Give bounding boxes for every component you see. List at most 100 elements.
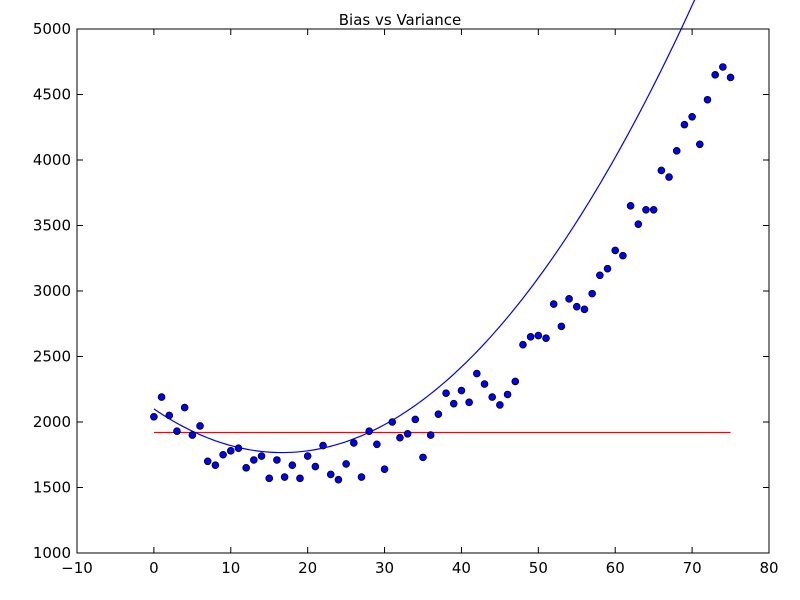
data-point	[649, 205, 658, 214]
data-point	[319, 441, 327, 450]
data-point	[473, 369, 481, 378]
y-tick-label: 4500	[33, 86, 71, 104]
data-point	[342, 460, 350, 468]
data-point	[396, 433, 404, 442]
plot-frame	[76, 28, 770, 554]
data-point	[580, 305, 589, 314]
data-point	[719, 63, 727, 71]
chart-title: Bias vs Variance	[339, 11, 462, 29]
x-tick-label: 80	[759, 559, 778, 577]
y-tick-label: 3000	[33, 282, 71, 300]
data-point	[349, 439, 358, 447]
data-point	[334, 475, 343, 484]
data-point	[273, 456, 281, 464]
y-tick-label: 1500	[33, 479, 71, 497]
x-tick-label: 50	[529, 559, 548, 577]
data-point	[226, 447, 235, 455]
y-tick-label: 2000	[33, 413, 71, 431]
axes: −10 0 10 20 30 40 50 60 70 80 1000 1500 2000 2500 3000…	[33, 20, 779, 577]
data-point	[434, 410, 443, 418]
x-tick-label: −10	[61, 559, 93, 577]
data-point	[219, 450, 227, 459]
data-point	[634, 220, 643, 228]
fit-line	[153, 0, 696, 454]
data-point	[403, 429, 412, 438]
data-point	[680, 120, 689, 129]
data-point	[242, 464, 250, 472]
data-point	[695, 140, 704, 149]
data-point	[565, 295, 573, 303]
data-point	[480, 380, 489, 388]
data-point	[250, 456, 258, 464]
x-tick-label: 20	[298, 559, 317, 577]
data-point	[411, 415, 420, 424]
data-point	[173, 427, 181, 435]
data-point	[542, 334, 550, 342]
x-tick-label: 0	[149, 559, 159, 577]
data-point	[665, 173, 673, 181]
data-point	[234, 444, 243, 453]
data-point	[672, 147, 681, 155]
x-tick-label: 60	[606, 559, 625, 577]
data-point	[380, 465, 389, 473]
data-point	[365, 427, 373, 435]
data-point	[534, 331, 543, 340]
data-point	[196, 422, 204, 430]
data-point	[657, 166, 666, 175]
data-point	[488, 393, 497, 401]
data-point	[311, 462, 320, 471]
data-point	[442, 389, 450, 397]
data-point	[496, 401, 504, 409]
data-point	[726, 73, 735, 82]
data-point	[296, 474, 304, 483]
data-point	[588, 289, 596, 298]
data-point	[526, 333, 535, 341]
data-point	[572, 302, 581, 311]
data-point	[703, 95, 712, 104]
data-point	[157, 393, 166, 401]
data-point	[326, 470, 335, 479]
data-point	[465, 398, 473, 407]
data-point	[619, 251, 627, 260]
data-point	[188, 431, 197, 439]
x-tick-label: 40	[452, 559, 471, 577]
data-point	[265, 474, 274, 483]
data-point	[419, 453, 427, 462]
data-point	[203, 457, 212, 466]
data-point	[426, 431, 435, 439]
data-point	[211, 461, 220, 470]
y-tick-label: 3500	[33, 217, 71, 235]
data-point	[688, 112, 696, 121]
data-point	[642, 205, 650, 214]
y-tick-label: 5000	[33, 20, 71, 38]
data-point	[519, 340, 527, 349]
x-tick-label: 10	[221, 559, 240, 577]
data-point	[388, 418, 397, 426]
data-point	[457, 386, 466, 395]
data-point	[373, 440, 381, 449]
y-tick-label: 1000	[33, 544, 71, 562]
data-point	[503, 390, 512, 399]
data-point	[150, 412, 158, 421]
x-tick-label: 70	[683, 559, 702, 577]
data-point	[603, 264, 612, 273]
data-point	[303, 452, 312, 460]
data-point	[611, 246, 620, 255]
data-point	[257, 452, 266, 460]
data-point	[626, 202, 635, 210]
x-tick-label: 30	[375, 559, 394, 577]
y-tick-label: 4000	[33, 151, 71, 169]
data-point	[357, 473, 366, 481]
y-tick-label: 2500	[33, 348, 71, 366]
data-point	[557, 322, 566, 331]
data-point	[165, 411, 174, 420]
data-point	[596, 271, 604, 280]
data-point	[711, 71, 719, 79]
data-point	[288, 461, 297, 470]
plot-area	[150, 0, 735, 484]
data-point	[449, 399, 458, 408]
data-point	[549, 300, 558, 308]
data-point	[511, 377, 520, 386]
data-point	[180, 403, 189, 412]
